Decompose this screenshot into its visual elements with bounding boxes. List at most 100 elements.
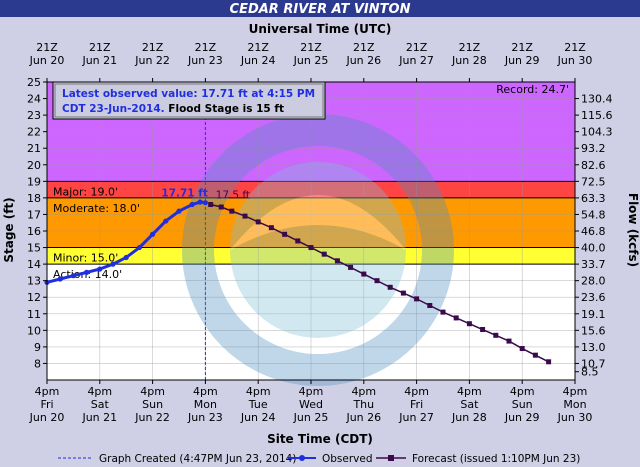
utc-tick-date: Jun 25 — [293, 54, 329, 67]
forecast-point — [506, 338, 512, 344]
utc-tick-date: Jun 27 — [398, 54, 434, 67]
y-tick-label: 24 — [27, 93, 41, 106]
forecast-point — [440, 309, 446, 315]
forecast-point — [229, 208, 235, 214]
x-tick-time: 4pm — [140, 385, 165, 398]
x-tick-day: Mon — [194, 398, 217, 411]
x-tick-time: 4pm — [193, 385, 218, 398]
y-tick-label: 13 — [27, 275, 41, 288]
y-tick-label: 15 — [27, 242, 41, 255]
x-tick-day: Fri — [410, 398, 423, 411]
y2-tick-label: 63.3 — [581, 192, 606, 205]
x-tick-day: Tue — [248, 398, 268, 411]
y-tick-label: 11 — [27, 308, 41, 321]
x-tick-time: 4pm — [510, 385, 535, 398]
x-tick-time: 4pm — [404, 385, 429, 398]
forecast-point — [493, 332, 499, 338]
x-tick-date: Jun 27 — [398, 411, 434, 424]
utc-tick-date: Jun 28 — [451, 54, 487, 67]
stage-label-19: Major: 19.0' — [53, 185, 118, 198]
forecast-point — [255, 219, 261, 225]
annotation-line1: Latest observed value: 17.71 ft at 4:15 … — [62, 88, 315, 100]
forecast-point — [414, 296, 420, 302]
axis-ticks: 8 9 10 11 12 13 14 15 16 17 18 19 20 21 22 23 24 25 8.510.… — [27, 41, 613, 424]
x-tick-day: Sun — [512, 398, 533, 411]
legend: Graph Created (4:47PM Jun 23, 2014) Obse… — [58, 453, 580, 465]
title-bar — [0, 0, 640, 17]
utc-tick-time: 21Z — [247, 41, 269, 54]
y2-tick-label: 93.2 — [581, 142, 606, 155]
y-axis-title: Stage (ft) — [2, 197, 16, 262]
y-tick-label: 8 — [34, 357, 41, 370]
y-tick-label: 19 — [27, 175, 41, 188]
x-tick-day: Wed — [299, 398, 323, 411]
observed-point — [136, 244, 142, 251]
noaa-seal — [182, 114, 454, 386]
x-tick-date: Jun 23 — [187, 411, 223, 424]
observed-point — [70, 273, 76, 279]
forecast-point — [242, 213, 248, 219]
x-tick-date: Jun 26 — [345, 411, 381, 424]
forecast-point — [453, 315, 459, 321]
stage-label-15: Minor: 15.0' — [53, 252, 118, 265]
forecast-point — [282, 231, 288, 237]
x-tick-time: 4pm — [87, 385, 112, 398]
y-tick-label: 16 — [27, 225, 41, 238]
utc-tick-date: Jun 29 — [504, 54, 540, 67]
x-tick-day: Mon — [563, 398, 586, 411]
forecast-point — [374, 278, 380, 284]
utc-tick-time: 21Z — [511, 41, 533, 54]
forecast-point — [480, 327, 486, 333]
forecast-point — [519, 346, 525, 352]
observed-point — [163, 218, 169, 224]
forecast-point — [295, 238, 301, 244]
forecast-point — [334, 258, 340, 264]
observed-point — [197, 199, 203, 205]
utc-tick-time: 21Z — [564, 41, 586, 54]
top-axis-title: Universal Time (UTC) — [249, 22, 392, 36]
legend-created-label: Graph Created (4:47PM Jun 23, 2014) — [99, 453, 296, 465]
x-tick-time: 4pm — [563, 385, 588, 398]
y2-tick-label: 8.5 — [581, 366, 599, 379]
x-tick-time: 4pm — [35, 385, 60, 398]
y2-tick-label: 15.6 — [581, 324, 606, 337]
x-tick-time: 4pm — [351, 385, 376, 398]
stage-label-18: Moderate: 18.0' — [53, 202, 140, 215]
y-tick-label: 10 — [27, 324, 41, 337]
observed-point — [176, 208, 182, 214]
y-tick-label: 12 — [27, 291, 41, 304]
observed-point — [84, 269, 90, 275]
observed-point — [150, 231, 156, 237]
forecast-point — [268, 225, 274, 231]
x-tick-time: 4pm — [246, 385, 271, 398]
x-tick-date: Jun 22 — [134, 411, 170, 424]
legend-observed-marker — [299, 455, 305, 461]
annotation-line2-date: CDT 23-Jun-2014. — [62, 103, 165, 115]
legend-observed-label: Observed — [322, 453, 373, 465]
utc-tick-date: Jun 30 — [557, 54, 593, 67]
observed-point — [123, 254, 129, 261]
x-tick-day: Sat — [460, 398, 479, 411]
utc-tick-date: Jun 21 — [81, 54, 117, 67]
y2-tick-label: 130.4 — [581, 93, 613, 106]
forecast-point — [466, 321, 472, 327]
y2-tick-label: 19.1 — [581, 308, 606, 321]
utc-tick-time: 21Z — [195, 41, 217, 54]
legend-forecast-label: Forecast (issued 1:10PM Jun 23) — [412, 453, 580, 465]
y2-tick-label: 10.7 — [581, 357, 606, 370]
x-tick-day: Fri — [40, 398, 53, 411]
record-label: Record: 24.7' — [496, 83, 569, 96]
y-tick-label: 17 — [27, 208, 41, 221]
forecast-point — [308, 245, 314, 251]
y2-tick-label: 46.8 — [581, 225, 606, 238]
y2-tick-label: 72.5 — [581, 175, 606, 188]
x-tick-day: Sat — [91, 398, 110, 411]
y2-tick-label: 115.6 — [581, 109, 613, 122]
x-tick-date: Jun 24 — [240, 411, 276, 424]
legend-forecast-marker — [388, 455, 394, 461]
utc-tick-date: Jun 20 — [29, 54, 65, 67]
forecast-point — [427, 303, 433, 308]
utc-tick-date: Jun 23 — [187, 54, 223, 67]
series-marks: 17.71 ft 17.5 ft — [44, 188, 552, 365]
y-tick-label: 23 — [27, 109, 41, 122]
